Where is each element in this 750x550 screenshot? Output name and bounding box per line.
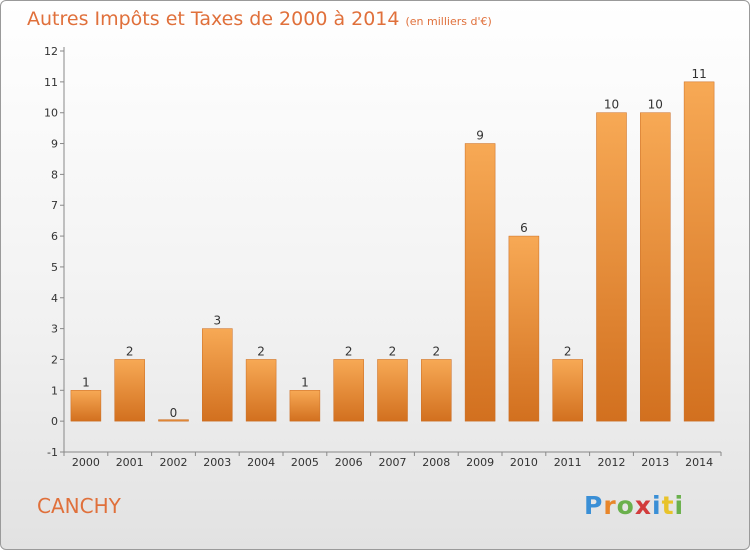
x-axis: 2000 2001 2002 2003 2004 2005 2006 2007 2008 2009… [63,451,722,469]
y-tick-label: 3 [51,323,58,336]
y-tick-label: 2 [51,353,58,366]
data-label: 9 [476,129,484,143]
bar [508,235,540,422]
x-tick-label: 2001 [116,456,144,469]
bar [421,359,452,422]
logo-letter: P [584,491,604,520]
y-tick-label: 12 [44,45,58,58]
x-tick-label: 2014 [685,456,713,469]
x-tick-label: 2007 [379,456,407,469]
logo-letter: x [634,491,652,520]
x-tick-label: 2011 [554,456,582,469]
bar [245,359,277,422]
bar [202,328,233,422]
logo-letter: r [603,491,617,520]
bar [114,359,145,422]
y-tick-label: 11 [44,76,58,89]
x-tick-label: 2010 [510,456,538,469]
data-label: 10 [604,98,619,112]
bar [683,81,715,422]
data-label: 2 [564,344,572,358]
bar [464,143,496,422]
x-tick-label: 2000 [72,456,100,469]
proxiti-logo[interactable]: Proxiti [584,491,684,520]
data-label: 3 [213,314,221,328]
x-tick-label: 2012 [598,456,626,469]
data-label: 10 [648,98,663,112]
y-tick-label: 9 [51,138,58,151]
y-tick-label: 10 [44,107,58,120]
bar [596,112,627,422]
data-label: 2 [257,344,265,358]
data-label: 11 [691,67,706,81]
y-tick-label: 0 [51,415,58,428]
data-label: 6 [520,221,528,235]
x-tick-label: 2008 [422,456,450,469]
bar [377,359,408,422]
logo-letter: i [674,491,685,520]
y-tick-label: 5 [51,261,58,274]
x-tick-label: 2006 [335,456,363,469]
bar [333,359,364,422]
chart-title: Autres Impôts et Taxes de 2000 à 2014 (en… [27,8,492,30]
bars [70,81,715,422]
x-tick-label: 2013 [641,456,669,469]
title-unit: (en milliers d'€) [405,15,492,28]
x-tick-label: 2004 [247,456,275,469]
y-tick-label: 6 [51,230,58,243]
data-label: 2 [126,344,134,358]
y-tick-label: 7 [51,199,58,212]
x-tick-label: 2005 [291,456,319,469]
data-label: 2 [389,344,397,358]
y-tick-label: 4 [51,292,58,305]
x-tick-label: 2002 [160,456,188,469]
bar [70,390,102,422]
place-name: CANCHY [37,494,121,518]
data-label: 1 [82,375,90,389]
data-label: 2 [432,344,440,358]
bar [158,419,189,422]
x-tick-label: 2009 [466,456,494,469]
logo-letter: o [616,491,635,520]
logo-letter: i [652,491,662,520]
y-tick-label: 1 [51,384,58,397]
data-labels: 1 2 0 3 2 1 2 2 2 9 6 2 10 10 11 [82,67,707,420]
y-tick-label: -1 [47,446,58,459]
data-label: 1 [301,375,309,389]
x-tick-label: 2003 [203,456,231,469]
y-tick-label: 8 [51,168,58,181]
bar [552,359,583,422]
data-label: 0 [170,406,178,420]
data-label: 2 [345,344,353,358]
bar [289,390,321,422]
logo-letter: t [661,491,675,520]
title-text: Autres Impôts et Taxes de 2000 à 2014 [27,8,400,30]
bar [640,112,671,422]
